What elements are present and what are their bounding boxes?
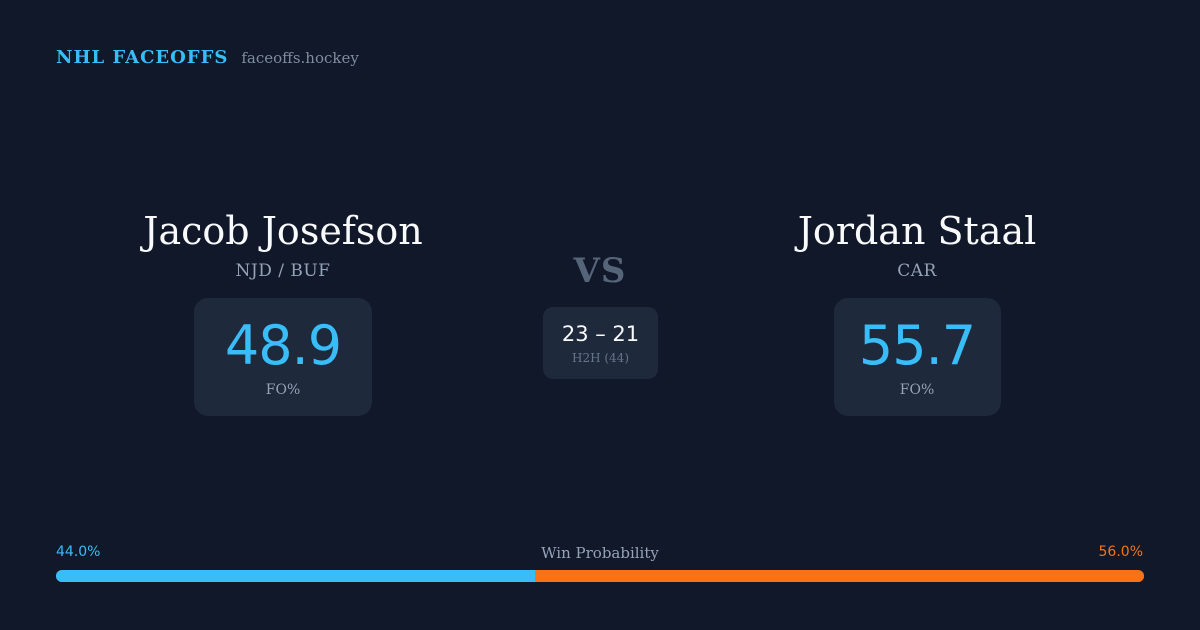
left-player-fo-value: 48.9	[224, 314, 342, 377]
right-probability-fill	[534, 570, 1144, 582]
left-probability-fill	[56, 570, 535, 582]
brand-header: NHL FACEOFFS faceoffs.hockey	[56, 47, 359, 68]
head-to-head-label: H2H (44)	[571, 350, 629, 365]
left-player-team: NJD / BUF	[235, 261, 331, 281]
right-player-fo-card: 55.7 FO%	[833, 298, 1001, 416]
head-to-head-score: 23 – 21	[561, 321, 640, 346]
brand-name: NHL FACEOFFS	[56, 47, 229, 68]
right-win-probability: 56.0%	[1098, 544, 1143, 560]
right-player-fo-value: 55.7	[858, 314, 976, 377]
right-player-fo-label: FO%	[899, 382, 935, 398]
site-url: faceoffs.hockey	[241, 49, 359, 67]
head-to-head-card: 23 – 21 H2H (44)	[543, 307, 658, 379]
right-player-name: Jordan Staal	[797, 209, 1037, 253]
left-player-fo-card: 48.9 FO%	[194, 298, 372, 416]
left-win-probability: 44.0%	[56, 544, 101, 560]
right-player-panel: Jordan Staal CAR 55.7 FO%	[697, 206, 1137, 416]
left-player-name: Jacob Josefson	[143, 209, 423, 253]
vs-label: VS	[573, 251, 627, 291]
right-player-team: CAR	[897, 261, 937, 281]
left-player-fo-label: FO%	[265, 382, 301, 398]
win-probability-title: Win Probability	[541, 544, 659, 562]
left-player-panel: Jacob Josefson NJD / BUF 48.9 FO%	[63, 206, 503, 416]
win-probability-bar	[56, 570, 1144, 582]
